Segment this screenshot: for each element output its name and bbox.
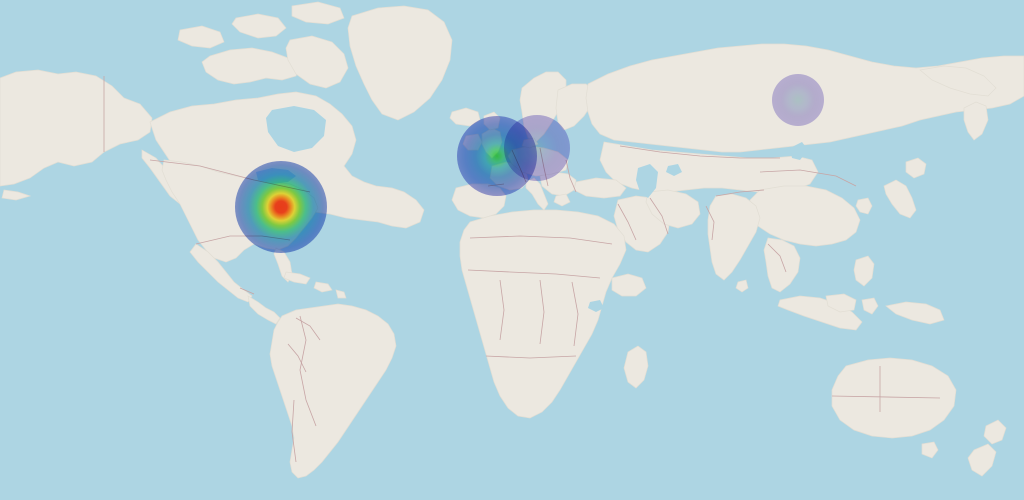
border-africa-c3: [571, 281, 579, 347]
border-sea: [767, 243, 787, 273]
land-mexico: [189, 243, 253, 303]
land-greece: [553, 193, 571, 207]
land-madagascar: [623, 345, 649, 389]
land-new-zealand-north: [983, 419, 1007, 445]
border-china-india: [715, 189, 765, 197]
land-ireland: [462, 133, 483, 151]
lake-baikal: [790, 142, 808, 160]
land-borneo: [825, 293, 857, 313]
border-colombia: [295, 317, 321, 341]
land-korea: [855, 197, 873, 215]
land-australia: [831, 357, 957, 439]
land-central-america: [247, 295, 281, 325]
border-mexico-guatemala: [239, 287, 255, 295]
border-mideast-1: [617, 203, 637, 241]
land-japan-north: [905, 157, 927, 179]
land-tasmania: [921, 441, 939, 459]
border-india-pak: [705, 205, 715, 241]
land-arctic-island-3: [291, 1, 345, 25]
land-india: [707, 193, 761, 281]
border-china-mongolia: [759, 169, 857, 187]
land-africa: [459, 209, 627, 419]
land-new-guinea: [885, 301, 945, 325]
land-canada-north: [201, 47, 301, 85]
land-cuba: [283, 271, 311, 285]
land-new-zealand-south: [967, 443, 997, 477]
lake-caspian: [636, 164, 658, 198]
border-brazil-w: [299, 315, 317, 427]
land-malaysia-indonesia: [777, 295, 863, 331]
land-sri-lanka: [735, 279, 749, 293]
border-argentina-chile: [291, 399, 297, 463]
land-horn-of-africa: [611, 273, 647, 297]
border-africa-c2: [539, 279, 545, 345]
border-peru: [287, 343, 307, 373]
lake-aral: [666, 164, 682, 176]
land-antilles: [335, 289, 347, 299]
border-australia: [831, 366, 941, 412]
land-arctic-island-1: [231, 13, 287, 39]
land-aleutians: [1, 189, 32, 201]
land-kamchatka: [963, 101, 989, 141]
border-mideast-2: [649, 197, 669, 235]
land-arctic-island-2: [177, 25, 225, 49]
land-sulawesi: [861, 297, 879, 315]
land-turkey: [573, 177, 627, 199]
border-africa-north: [469, 235, 613, 245]
lake-hudson-bay: [266, 106, 326, 152]
border-group: [103, 76, 941, 463]
lake-victoria: [588, 300, 604, 312]
border-russia-kazakh: [619, 145, 780, 159]
land-south-america: [269, 303, 397, 479]
land-philippines: [853, 255, 875, 287]
land-baffin: [285, 35, 349, 89]
land-hispaniola: [313, 281, 333, 293]
land-alaska: [0, 69, 153, 187]
land-japan: [883, 179, 917, 219]
land-southeast-asia: [763, 237, 801, 293]
land-siberia-coast: [919, 65, 997, 97]
land-iran: [645, 189, 701, 229]
land-greenland: [347, 5, 453, 121]
border-africa-s: [485, 355, 577, 359]
border-africa-sahel: [467, 269, 601, 279]
border-africa-c1: [499, 279, 505, 341]
